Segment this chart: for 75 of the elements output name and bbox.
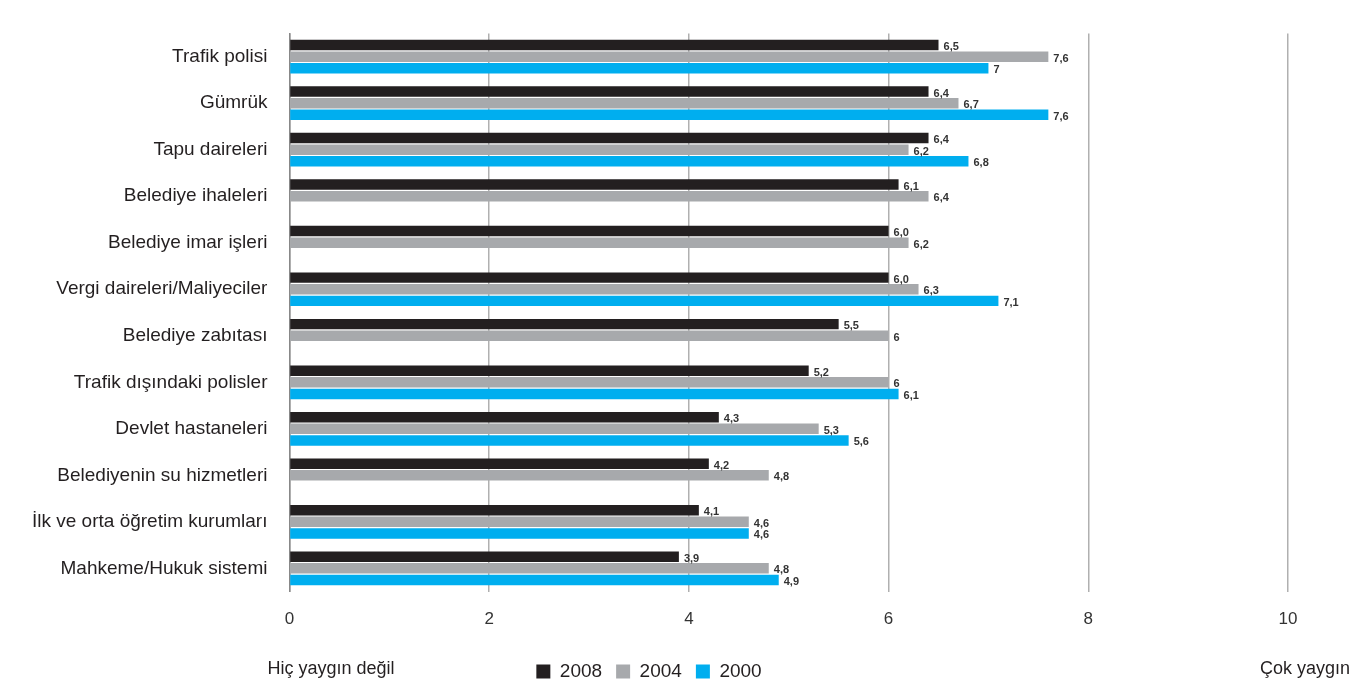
y-tick-label: Belediye zabıtası <box>122 323 268 345</box>
bar <box>290 109 1049 121</box>
bar <box>290 179 899 190</box>
data-label: 4,8 <box>773 470 790 483</box>
data-label: 4,1 <box>703 505 720 518</box>
bar <box>290 63 989 74</box>
y-tick-label: Belediye imar işleri <box>108 230 268 252</box>
bar <box>290 528 749 539</box>
data-label: 7,6 <box>1053 109 1069 122</box>
data-label: 6,0 <box>893 226 909 239</box>
legend-label: 2000 <box>719 659 762 681</box>
data-label: 6,8 <box>973 156 989 169</box>
data-label: 6 <box>893 330 900 343</box>
data-label: 4,8 <box>773 563 790 576</box>
data-label: 7 <box>993 63 1000 76</box>
x-tick-label: 0 <box>284 609 295 629</box>
y-tick-label: Gümrük <box>199 91 268 113</box>
text: Çok yaygın <box>1259 657 1350 678</box>
bar <box>290 388 899 400</box>
x-tick-label: 8 <box>1083 609 1094 629</box>
data-label: 6,2 <box>913 237 929 250</box>
x-tick-label: 2 <box>484 609 494 629</box>
y-tick-label: Tapu daireleri <box>153 137 268 159</box>
data-label: 6,4 <box>933 191 950 204</box>
data-label: 6,5 <box>943 40 959 53</box>
data-label: 6,1 <box>903 179 919 192</box>
y-tick-label: Trafik polisi <box>172 44 268 66</box>
bar <box>290 225 889 237</box>
data-label: 6,3 <box>923 284 939 297</box>
bar <box>290 551 679 562</box>
data-label: 5,2 <box>813 365 829 378</box>
y-tick-label: Devlet hastaneleri <box>115 417 268 439</box>
bar <box>290 504 699 516</box>
data-label: 6 <box>893 377 900 390</box>
data-label: 4,2 <box>713 458 730 471</box>
y-tick-label: Belediyenin su hizmetleri <box>57 463 268 485</box>
bar <box>290 132 929 144</box>
y-tick-label: Trafik dışındaki polisler <box>73 370 269 392</box>
bar <box>290 39 939 51</box>
y-tick-label: İlk ve orta öğretim kurumları <box>31 510 268 532</box>
x-tick-label: 4 <box>684 609 694 629</box>
data-label: 6,2 <box>913 144 929 157</box>
data-label: 4,3 <box>723 412 740 425</box>
data-label: 6,0 <box>893 272 909 285</box>
data-label: 5,5 <box>843 319 859 332</box>
bar <box>290 411 719 423</box>
x-tick-label: 10 <box>1278 609 1298 629</box>
bar <box>290 365 809 376</box>
bar <box>290 435 849 446</box>
y-tick-label: Vergi daireleri/Maliyeciler <box>56 277 269 299</box>
x-tick-label: 6 <box>883 609 894 629</box>
legend-label: 2008 <box>559 659 603 681</box>
data-label: 6,1 <box>903 388 919 401</box>
bar <box>290 86 929 97</box>
data-label: 3,9 <box>683 551 700 564</box>
y-tick-label: Mahkeme/Hukuk sistemi <box>60 556 268 578</box>
text: Hiç yaygın değil <box>267 657 395 678</box>
data-label: 4,9 <box>783 575 800 587</box>
y-tick-label: Belediye ihaleleri <box>123 184 268 206</box>
data-label: 6,4 <box>933 86 950 99</box>
bar <box>290 574 779 586</box>
data-label: 6,4 <box>933 133 950 146</box>
data-label: 7,1 <box>1003 295 1019 308</box>
bar <box>290 272 889 283</box>
bar <box>290 295 999 307</box>
bar <box>290 458 709 469</box>
data-label: 7,6 <box>1053 51 1069 64</box>
data-label: 6,7 <box>963 98 979 111</box>
data-label: 5,6 <box>853 435 869 448</box>
bar <box>290 156 969 167</box>
data-label: 5,3 <box>823 423 839 436</box>
legend-label: 2004 <box>639 659 683 681</box>
data-label: 4,6 <box>753 528 770 541</box>
bar <box>290 318 839 330</box>
data-label: 4,6 <box>753 516 770 529</box>
